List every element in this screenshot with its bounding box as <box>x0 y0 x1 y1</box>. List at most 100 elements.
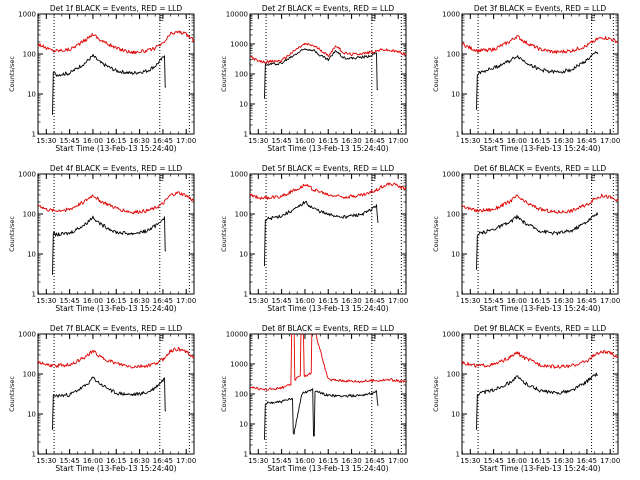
y-tick-label: 100 <box>23 371 36 379</box>
x-tick-label: 17:00 <box>388 137 408 145</box>
y-axis-label: Counts/sec <box>220 376 228 412</box>
series-line-lld <box>250 334 406 391</box>
y-tick-label: 10 <box>27 411 36 419</box>
x-tick-label: 16:15 <box>106 297 126 305</box>
x-tick-label: 16:00 <box>295 137 315 145</box>
y-tick-label: 10 <box>239 251 248 259</box>
x-tick-label: 16:15 <box>318 137 338 145</box>
x-tick-label: 16:00 <box>295 457 315 465</box>
y-tick-label: 10 <box>451 91 460 99</box>
x-tick-label: 17:00 <box>600 457 620 465</box>
series-line-lld <box>462 35 618 54</box>
x-tick-label: 16:45 <box>577 457 597 465</box>
x-tick-label: 15:45 <box>60 297 80 305</box>
y-tick-label: 100 <box>23 211 36 219</box>
x-tick-label: 16:30 <box>129 297 149 305</box>
x-tick-label: 15:45 <box>60 457 80 465</box>
x-tick-label: 16:00 <box>507 137 527 145</box>
x-axis-label: Start Time (13-Feb-13 15:24:40) <box>267 304 388 313</box>
series-line-lld <box>250 182 406 200</box>
marker-label: E <box>159 334 164 343</box>
marker-label: E <box>591 174 596 183</box>
panel-2: Det 2f BLACK = Events, RED = LLD 1 10 100 10… <box>220 4 408 153</box>
x-tick-label: 15:45 <box>272 297 292 305</box>
x-tick-label: 16:15 <box>318 457 338 465</box>
x-tick-label: 15:45 <box>60 137 80 145</box>
marker-label: E <box>159 174 164 183</box>
y-tick-label: 1 <box>32 291 36 299</box>
x-tick-label: 15:45 <box>272 137 292 145</box>
x-tick-label: 15:30 <box>460 137 480 145</box>
plot-frame <box>461 13 619 135</box>
y-tick-label: 1000 <box>442 171 460 179</box>
series-line-lld <box>38 191 194 215</box>
y-tick-label: 100 <box>235 71 248 79</box>
x-axis-label: Start Time (13-Feb-13 15:24:40) <box>267 144 388 153</box>
x-tick-label: 17:00 <box>176 457 196 465</box>
x-tick-label: 16:00 <box>83 137 103 145</box>
y-tick-label: 100 <box>447 51 460 59</box>
x-tick-label: 16:30 <box>553 457 573 465</box>
marker-label: E <box>371 334 376 343</box>
y-tick-label: 10000 <box>226 331 248 339</box>
x-tick-label: 15:30 <box>460 297 480 305</box>
x-tick-label: 16:45 <box>577 137 597 145</box>
x-tick-label: 16:45 <box>153 457 173 465</box>
y-axis-label: Counts/sec <box>432 376 440 412</box>
panel-title: Det 8f BLACK = Events, RED = LLD <box>262 324 395 333</box>
marker-label: E <box>159 14 164 23</box>
panel-title: Det 2f BLACK = Events, RED = LLD <box>262 4 395 13</box>
x-axis-label: Start Time (13-Feb-13 15:24:40) <box>267 464 388 473</box>
plot-frame <box>249 13 407 135</box>
x-tick-label: 16:30 <box>341 137 361 145</box>
y-axis-label: Counts/sec <box>432 56 440 92</box>
x-tick-label: 17:00 <box>600 137 620 145</box>
x-tick-label: 15:30 <box>248 137 268 145</box>
panel-1: Det 1f BLACK = Events, RED = LLD 1 10 100 10… <box>8 4 196 153</box>
x-tick-label: 15:30 <box>36 297 56 305</box>
panel-9: Det 9f BLACK = Events, RED = LLD 1 10 100 10… <box>432 324 620 473</box>
y-tick-label: 1000 <box>18 11 36 19</box>
series-line-events <box>52 53 166 115</box>
x-tick-label: 16:30 <box>553 137 573 145</box>
series-line-lld <box>462 349 618 369</box>
x-tick-label: 16:00 <box>507 457 527 465</box>
series-line-lld <box>462 193 618 214</box>
x-tick-label: 16:15 <box>530 457 550 465</box>
y-tick-label: 1000 <box>230 41 248 49</box>
y-tick-label: 1 <box>32 451 36 459</box>
x-tick-label: 15:45 <box>484 297 504 305</box>
y-tick-label: 1 <box>456 291 460 299</box>
series-line-events <box>264 48 378 99</box>
y-tick-label: 10 <box>451 411 460 419</box>
series-line-events <box>476 51 599 110</box>
x-tick-label: 16:45 <box>577 297 597 305</box>
x-tick-label: 16:00 <box>83 297 103 305</box>
series-line-events <box>52 215 166 275</box>
y-axis-label: Counts/sec <box>8 56 16 92</box>
y-tick-label: 1000 <box>230 361 248 369</box>
x-tick-label: 16:30 <box>553 297 573 305</box>
y-tick-label: 100 <box>447 371 460 379</box>
y-tick-label: 100 <box>235 211 248 219</box>
x-tick-label: 15:30 <box>36 137 56 145</box>
y-axis-label: Counts/sec <box>220 216 228 252</box>
y-tick-label: 10 <box>451 251 460 259</box>
y-tick-label: 1 <box>32 131 36 139</box>
marker-label: E <box>591 14 596 23</box>
x-tick-label: 15:30 <box>460 457 480 465</box>
y-axis-label: Counts/sec <box>8 376 16 412</box>
y-tick-label: 1000 <box>442 331 460 339</box>
x-tick-label: 15:30 <box>248 297 268 305</box>
x-tick-label: 17:00 <box>388 297 408 305</box>
x-axis-label: Start Time (13-Feb-13 15:24:40) <box>479 144 600 153</box>
series-line-events <box>264 200 379 267</box>
x-tick-label: 17:00 <box>176 137 196 145</box>
x-tick-label: 15:45 <box>272 457 292 465</box>
y-tick-label: 1 <box>456 131 460 139</box>
x-tick-label: 16:45 <box>365 297 385 305</box>
y-tick-label: 10 <box>239 421 248 429</box>
x-tick-label: 16:15 <box>530 297 550 305</box>
x-axis-label: Start Time (13-Feb-13 15:24:40) <box>55 464 176 473</box>
